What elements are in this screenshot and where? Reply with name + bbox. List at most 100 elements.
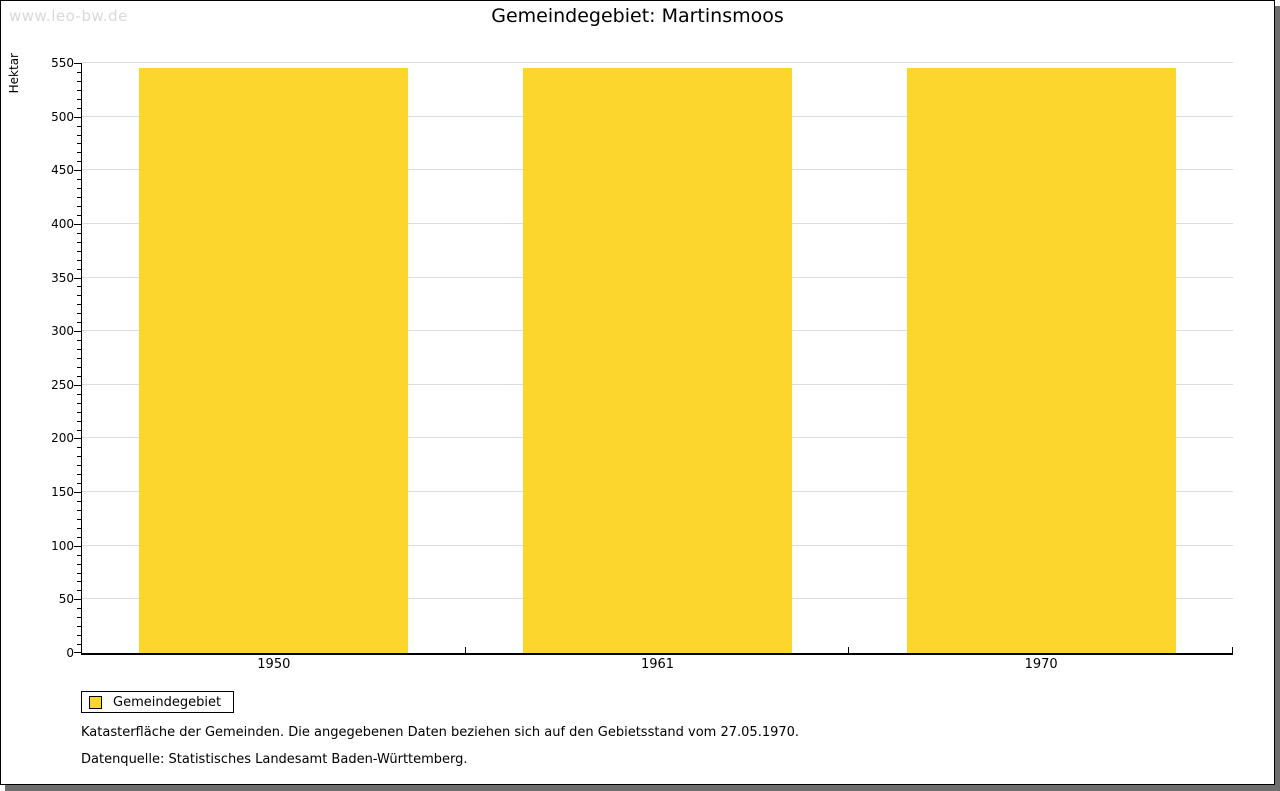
y-tick-major [74,63,81,64]
y-tick-minor [77,89,81,91]
y-tick-major [74,599,81,601]
y-axis-title: Hektar [7,53,21,94]
y-tick-minor [77,250,81,252]
y-tick-minor [77,483,81,485]
y-tick-minor [77,554,81,556]
y-tick-minor [77,456,81,458]
y-tick-minor [77,509,81,511]
x-boundary-tick [1232,647,1233,653]
x-boundary-tick [848,647,850,653]
y-tick-minor [77,134,81,136]
y-tick-label: 200 [51,431,74,446]
y-tick-minor [77,286,81,288]
y-tick-minor [77,635,81,637]
x-category-label: 1950 [257,657,291,672]
y-tick-minor [77,518,81,520]
y-tick-minor [77,241,81,243]
y-tick-minor [77,447,81,449]
x-category-label: 1970 [1024,657,1058,672]
y-tick-minor [77,80,81,82]
x-axis-line [81,653,1233,655]
y-tick-minor [77,608,81,610]
y-tick-minor [77,322,81,324]
y-tick-label: 550 [51,56,74,70]
y-tick-label: 400 [51,216,74,231]
y-tick-minor [77,304,81,306]
y-tick-label: 250 [51,377,74,392]
y-tick-minor [77,107,81,109]
y-tick-major [74,384,81,386]
bar-1950 [139,68,409,653]
y-tick-minor [77,125,81,127]
y-tick-minor [77,161,81,163]
y-tick-minor [77,98,81,100]
y-tick-major [74,277,81,279]
y-tick-minor [77,393,81,395]
y-tick-minor [77,358,81,359]
y-tick-minor [77,572,81,574]
footnote-source: Datenquelle: Statistisches Landesamt Bad… [81,752,468,767]
y-tick-minor [77,626,81,628]
y-tick-minor [77,644,81,646]
x-boundary-tick [464,647,466,653]
y-tick-minor [77,581,81,583]
y-tick-minor [77,590,81,592]
y-tick-major [74,223,81,225]
y-tick-minor [77,179,81,181]
legend-box: Gemeindegebiet [81,691,234,713]
watermark: www.leo-bw.de [9,7,128,25]
y-tick-minor [77,152,81,154]
y-gridline [82,62,1233,63]
y-tick-minor [77,197,81,199]
y-tick-minor [77,536,81,538]
y-tick-label: 100 [51,538,74,553]
bar-1970 [906,68,1176,653]
y-tick-minor [77,402,81,404]
y-tick-label: 300 [51,324,74,339]
y-tick-major [74,438,81,440]
y-tick-minor [77,563,81,565]
y-axis-line [81,63,82,653]
x-category-label: 1961 [640,657,675,672]
y-tick-minor [77,617,81,619]
y-tick-minor [77,143,81,145]
y-tick-minor [77,313,81,315]
y-tick-major [74,545,81,547]
y-tick-minor [77,268,81,270]
y-tick-minor [77,349,81,351]
bar-1961 [523,68,792,653]
chart-title: Gemeindegebiet: Martinsmoos [491,5,784,27]
legend-label: Gemeindegebiet [113,694,222,710]
y-tick-label: 350 [51,270,74,285]
legend-swatch-icon [89,695,102,709]
y-tick-label: 450 [51,163,74,178]
y-tick-minor [77,340,81,342]
y-tick-minor [77,411,81,413]
y-tick-minor [77,232,81,234]
plot-area: 0 50 100 150 200 250 300 350 400 450 500 550 1950 196… [51,56,1233,672]
footnote-description: Katasterfläche der Gemeinden. Die angege… [81,725,800,740]
y-tick-major [74,652,81,653]
y-tick-minor [77,259,81,261]
y-tick-minor [77,527,81,529]
y-tick-label: 150 [51,485,74,500]
y-tick-minor [77,214,81,216]
y-tick-minor [77,295,81,297]
y-tick-label: 0 [66,646,74,660]
y-tick-minor [77,501,81,503]
y-tick-minor [77,474,81,476]
y-tick-minor [77,420,81,422]
y-tick-minor [77,375,81,377]
y-tick-minor [77,465,81,467]
y-tick-minor [77,188,81,190]
y-tick-major [74,331,81,333]
y-tick-minor [77,71,81,73]
y-tick-minor [77,429,81,431]
y-tick-minor [77,206,81,208]
y-tick-major [74,116,81,118]
y-tick-label: 500 [51,109,74,124]
y-tick-minor [77,366,81,368]
y-tick-major [74,170,81,172]
